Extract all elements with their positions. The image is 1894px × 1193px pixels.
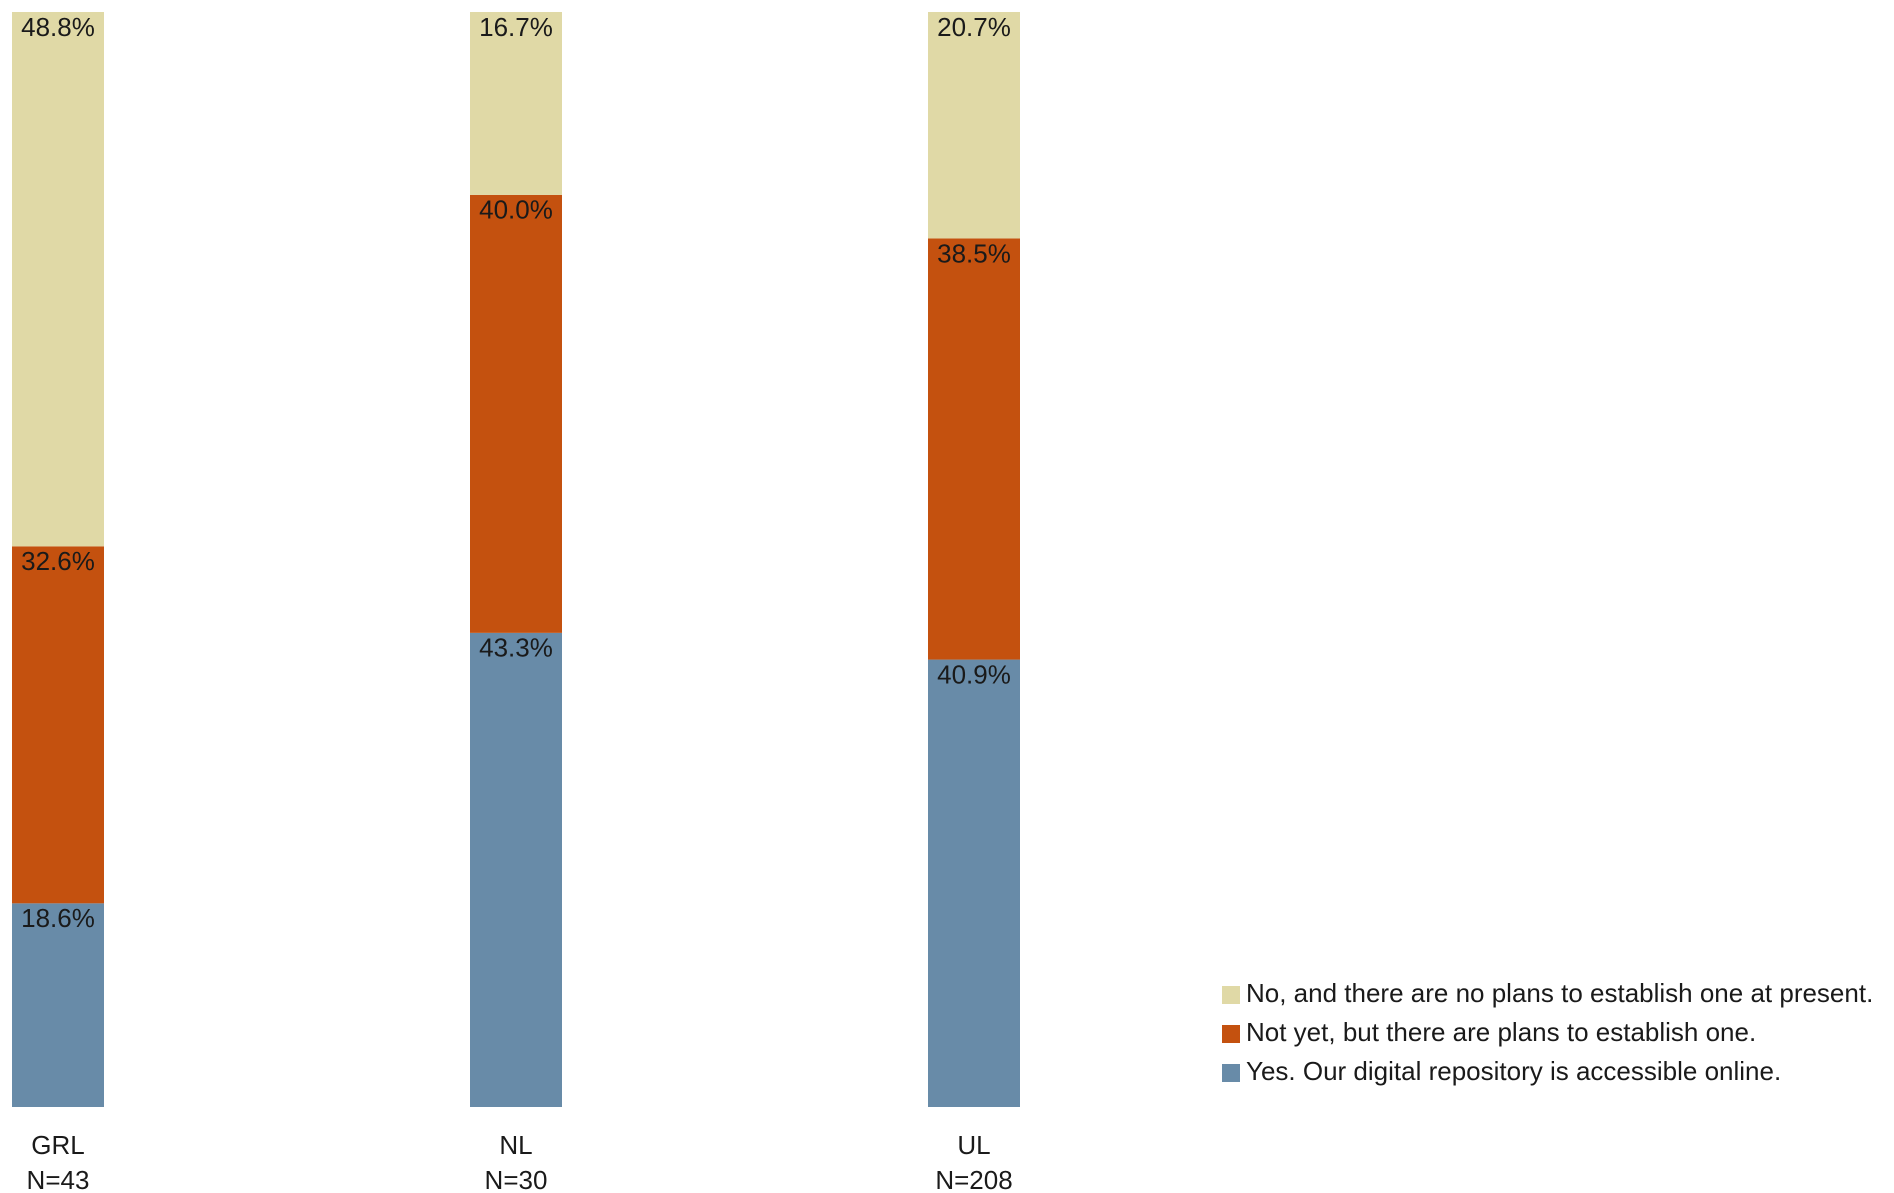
data-label-nl-s2: 16.7% [479, 12, 553, 42]
legend-swatch-s2 [1222, 986, 1240, 1004]
bar-segment-nl-s0 [470, 632, 562, 1107]
category-sublabel-nl: N=30 [485, 1165, 548, 1193]
legend: No, and there are no plans to establish … [1222, 978, 1873, 1086]
data-label-grl-s2: 48.8% [21, 12, 95, 42]
bar-segment-nl-s2 [470, 12, 562, 195]
bar-segment-nl-s1 [470, 194, 562, 633]
category-sublabel-grl: N=43 [27, 1165, 90, 1193]
category-label-ul: UL [957, 1130, 990, 1160]
category-labels-layer: GRL N=43 NL N=30 UL N=208 [27, 1130, 1013, 1193]
bar-segment-ul-s2 [928, 12, 1020, 239]
bars-layer [12, 12, 1020, 1107]
bar-segment-ul-s1 [928, 238, 1020, 660]
category-sublabel-ul: N=208 [935, 1165, 1012, 1193]
category-label-nl: NL [499, 1130, 532, 1160]
bar-segment-ul-s0 [928, 659, 1020, 1107]
bar-segment-grl-s1 [12, 546, 104, 904]
data-label-nl-s0: 43.3% [479, 633, 553, 663]
data-label-grl-s0: 18.6% [21, 903, 95, 933]
legend-swatch-s0 [1222, 1064, 1240, 1082]
legend-label-s2: No, and there are no plans to establish … [1246, 978, 1873, 1008]
data-label-ul-s0: 40.9% [937, 659, 1011, 689]
bar-segment-grl-s0 [12, 903, 104, 1107]
data-label-grl-s1: 32.6% [21, 546, 95, 576]
category-label-grl: GRL [31, 1130, 84, 1160]
bar-segment-grl-s2 [12, 12, 104, 547]
data-label-nl-s1: 40.0% [479, 195, 553, 225]
legend-swatch-s1 [1222, 1025, 1240, 1043]
data-label-ul-s2: 20.7% [937, 12, 1011, 42]
data-label-ul-s1: 38.5% [937, 238, 1011, 268]
data-labels-layer: 18.6% 32.6% 48.8% 43.3% 40.0% 16.7% 40.9% 38.5%… [21, 12, 1011, 933]
legend-label-s0: Yes. Our digital repository is accessibl… [1246, 1056, 1781, 1086]
legend-label-s1: Not yet, but there are plans to establis… [1246, 1017, 1756, 1047]
